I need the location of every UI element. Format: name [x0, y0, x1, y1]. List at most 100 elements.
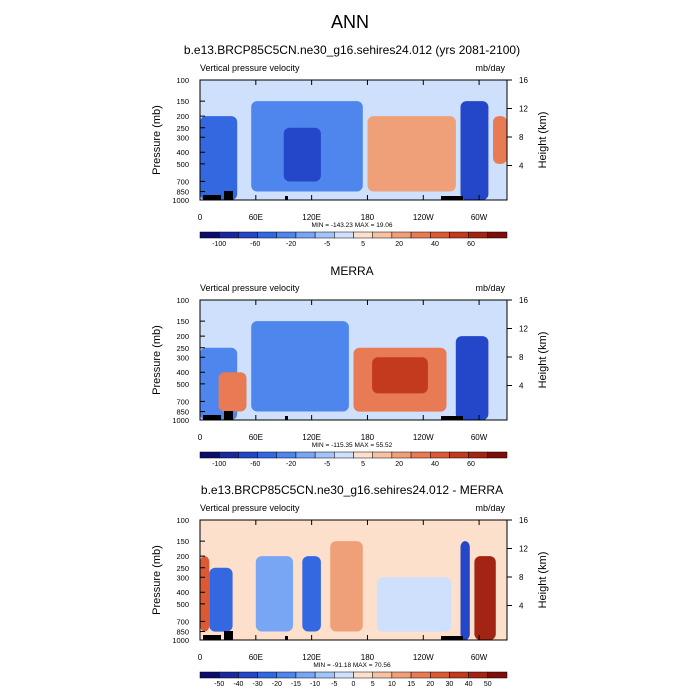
field-region-3 — [283, 127, 321, 182]
colorbar-swatch — [372, 451, 393, 459]
colorbar-swatch — [334, 451, 354, 459]
x-tick-label: 0 — [198, 653, 203, 662]
y-tick-label: 100 — [176, 76, 189, 85]
colorbar-label: -20 — [286, 461, 296, 468]
colorbar-swatch — [410, 451, 431, 459]
panel-1-units: mb/day — [475, 63, 505, 73]
panel-3-x-ticks: 0 60E 120E 180 120W 60W — [198, 520, 488, 662]
colorbar-label: -20 — [272, 681, 282, 688]
colorbar-swatch — [199, 451, 220, 459]
panel-1-colorbar: -100 -60 -20 -5 5 20 40 60 — [199, 231, 508, 248]
colorbar-label: 60 — [467, 241, 475, 248]
colorbar-swatch — [487, 231, 508, 239]
x-tick-label: 120W — [413, 433, 434, 442]
panel-2-terrain — [203, 411, 463, 420]
colorbar-swatch — [487, 671, 508, 679]
colorbar-swatch — [218, 451, 239, 459]
panel-2-units: mb/day — [475, 283, 505, 293]
colorbar-swatch — [468, 231, 489, 239]
y-tick-label: 850 — [176, 188, 189, 197]
y-tick-label: 250 — [176, 124, 189, 133]
panel-3-variable: Vertical pressure velocity — [200, 503, 300, 513]
colorbar-label: -15 — [291, 681, 301, 688]
panel-2-stats: MIN = -115.35 MAX = 55.52 — [312, 442, 393, 449]
x-tick-label: 120W — [413, 213, 434, 222]
y-tick-label: 150 — [176, 97, 189, 106]
field-region-6 — [376, 577, 452, 632]
y2-tick-label: 12 — [519, 325, 528, 334]
panel-3-y2label: Height (km) — [537, 552, 549, 609]
colorbar-swatch — [199, 231, 220, 239]
y2-tick-label: 8 — [519, 353, 524, 362]
colorbar-label: -30 — [253, 681, 263, 688]
colorbar-swatch — [487, 451, 508, 459]
panel-3: b.e13.BRCP85C5CN.ne30_g16.sehires24.012 … — [151, 483, 549, 688]
x-tick-label: 60E — [249, 653, 263, 662]
field-region-6 — [455, 336, 489, 420]
colorbar-swatch — [468, 671, 489, 679]
colorbar-label: -60 — [250, 241, 260, 248]
colorbar-label: -5 — [324, 241, 330, 248]
y-tick-label: 1000 — [172, 636, 189, 645]
y-tick-label: 300 — [176, 353, 189, 362]
colorbar-swatch — [353, 671, 373, 679]
panel-3-title: b.e13.BRCP85C5CN.ne30_g16.sehires24.012 … — [201, 483, 503, 497]
y2-tick-label: 12 — [519, 545, 528, 554]
field-region-3 — [255, 556, 293, 632]
colorbar-label: -100 — [212, 461, 226, 468]
colorbar-label: 5 — [361, 241, 365, 248]
panel-1-stats: MIN = -143.23 MAX = 19.06 — [312, 222, 393, 229]
colorbar-swatch — [410, 671, 431, 679]
x-tick-label: 120E — [302, 433, 321, 442]
x-tick-label: 120W — [413, 653, 434, 662]
panel-2-x-ticks: 0 60E 120E 180 120W 60W — [198, 300, 488, 442]
field-region-2 — [218, 372, 247, 412]
colorbar-label: -5 — [324, 461, 330, 468]
x-tick-label: 180 — [361, 213, 375, 222]
field-region-1 — [200, 116, 238, 200]
colorbar-swatch — [353, 231, 373, 239]
figure-title: ANN — [331, 12, 369, 32]
panel-1-variable: Vertical pressure velocity — [200, 63, 300, 73]
y2-tick-label: 16 — [519, 296, 528, 305]
field-region-8 — [474, 556, 496, 640]
colorbar-swatch — [257, 671, 277, 679]
y2-tick-label: 16 — [519, 76, 528, 85]
colorbar-swatch — [430, 231, 450, 239]
colorbar-label: 5 — [371, 681, 375, 688]
colorbar-label: 15 — [407, 681, 415, 688]
field-region-7 — [460, 541, 470, 640]
field-region-6 — [493, 116, 507, 164]
colorbar-swatch — [295, 671, 316, 679]
colorbar-swatch — [449, 671, 469, 679]
y-tick-label: 500 — [176, 600, 189, 609]
colorbar-swatch — [449, 231, 469, 239]
colorbar-swatch — [372, 671, 393, 679]
field-region-5 — [330, 541, 363, 632]
field-region-4 — [302, 556, 321, 632]
field-region-3 — [251, 321, 349, 412]
colorbar-swatch — [314, 451, 335, 459]
colorbar-swatch — [238, 451, 258, 459]
colorbar-label: 40 — [431, 461, 439, 468]
colorbar-label: -40 — [233, 681, 243, 688]
panel-2-ylabel: Pressure (mb) — [151, 325, 163, 395]
colorbar-label: 5 — [361, 461, 365, 468]
colorbar-label: 50 — [484, 681, 492, 688]
panel-1-title: b.e13.BRCP85C5CN.ne30_g16.sehires24.012 … — [184, 43, 520, 57]
colorbar-swatch — [199, 671, 220, 679]
colorbar-swatch — [430, 671, 450, 679]
y-tick-label: 200 — [176, 552, 189, 561]
panel-1-y2label: Height (km) — [537, 112, 549, 169]
colorbar-swatch — [410, 231, 431, 239]
colorbar-label: 20 — [395, 241, 403, 248]
colorbar-label: 40 — [465, 681, 473, 688]
x-tick-label: 120E — [302, 213, 321, 222]
colorbar-swatch — [391, 671, 412, 679]
x-tick-label: 0 — [198, 433, 203, 442]
y-tick-label: 100 — [176, 296, 189, 305]
colorbar-swatch — [430, 451, 450, 459]
